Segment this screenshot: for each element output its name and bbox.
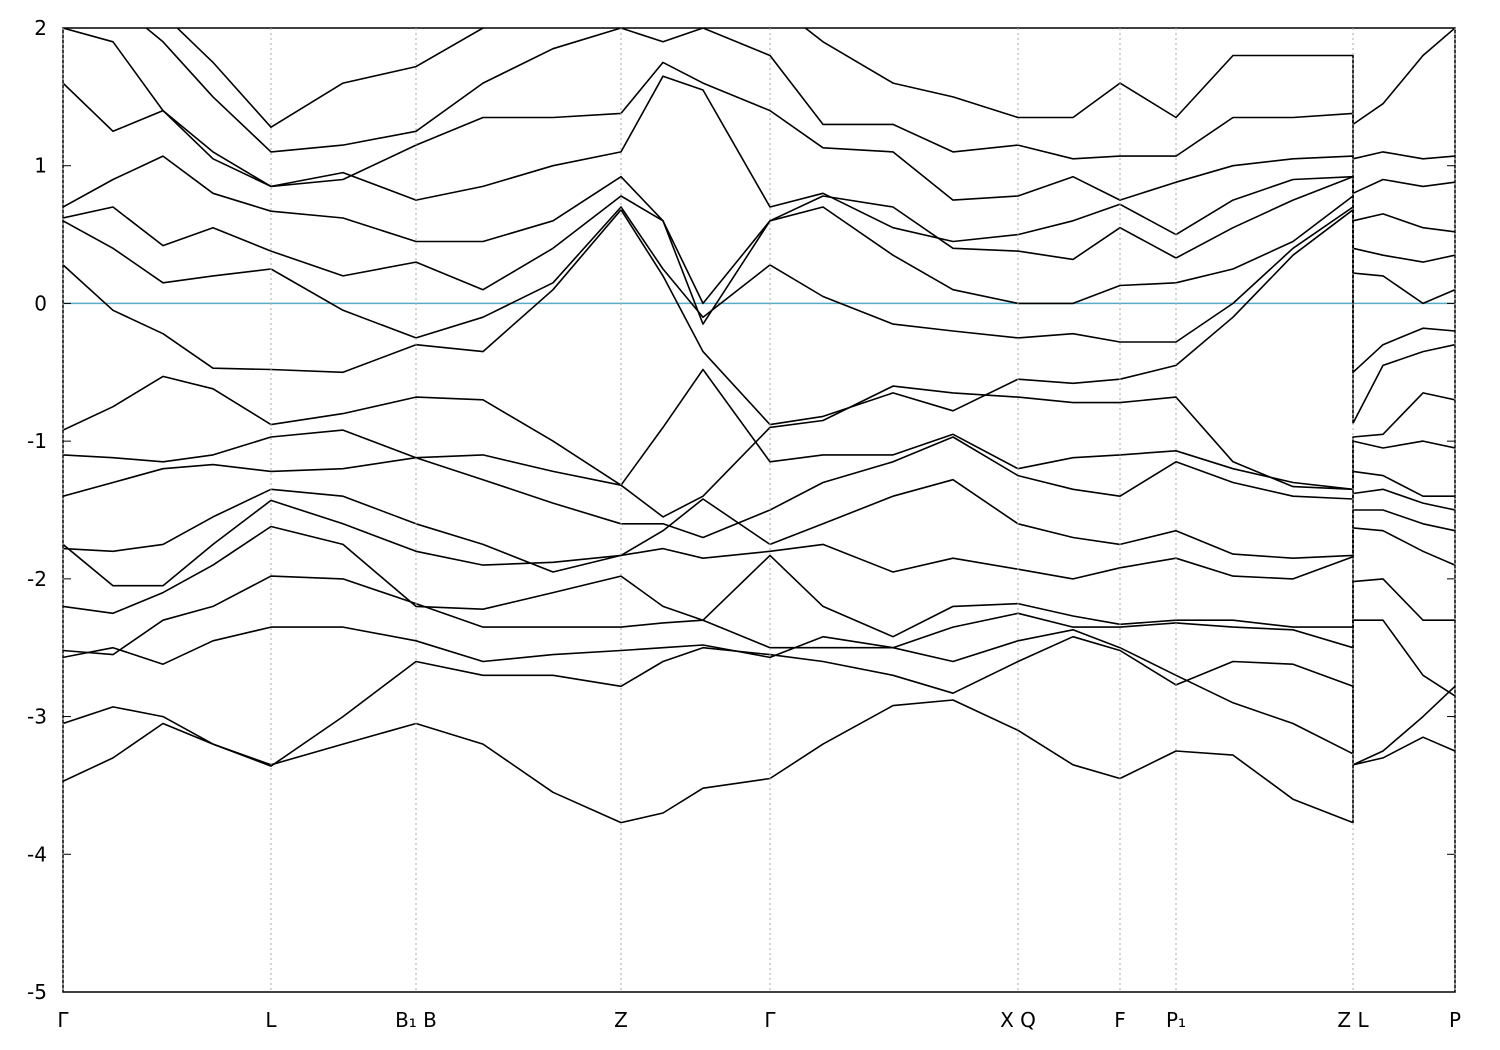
band: [63, 525, 1455, 638]
x-tick-label: Γ: [764, 1008, 776, 1032]
band: [63, 195, 1455, 305]
band: [63, 575, 1455, 656]
plot-frame: [62, 27, 1456, 993]
band: [63, 619, 1455, 755]
band: [63, 375, 1455, 518]
y-tick-label: -1: [27, 429, 47, 453]
y-tick-label: 0: [34, 291, 47, 315]
x-tick-label: P: [1449, 1008, 1461, 1032]
band: [63, 436, 1455, 539]
x-tick-label: F: [1114, 1008, 1126, 1032]
band: [63, 368, 1455, 491]
x-tick-label: Γ: [57, 1008, 69, 1032]
x-tick-label: Z L: [1337, 1008, 1369, 1032]
band: [63, 28, 1455, 201]
y-tick-label: 1: [34, 154, 47, 178]
band: [63, 206, 1455, 374]
band: [145, 28, 1455, 160]
y-tick-label: -3: [27, 705, 47, 729]
y-tick-label: -2: [27, 567, 47, 591]
x-tick-label: Z: [614, 1008, 628, 1032]
band: [63, 635, 1455, 767]
y-tick-label: -5: [27, 980, 47, 1004]
plot-area: [63, 28, 1455, 824]
y-tick-label: -4: [27, 842, 47, 866]
band: [63, 155, 1455, 325]
band: [63, 699, 1455, 824]
band: [63, 209, 1455, 426]
band: [176, 28, 1455, 128]
x-tick-label: P₁: [1166, 1008, 1186, 1032]
y-tick-label: 2: [34, 16, 47, 40]
x-tick-label: X Q: [1000, 1008, 1036, 1032]
band: [63, 499, 1455, 587]
band: [63, 75, 1455, 243]
x-tick-label: B₁ B: [395, 1008, 437, 1032]
band: [63, 478, 1455, 573]
x-tick-label: L: [265, 1008, 277, 1032]
